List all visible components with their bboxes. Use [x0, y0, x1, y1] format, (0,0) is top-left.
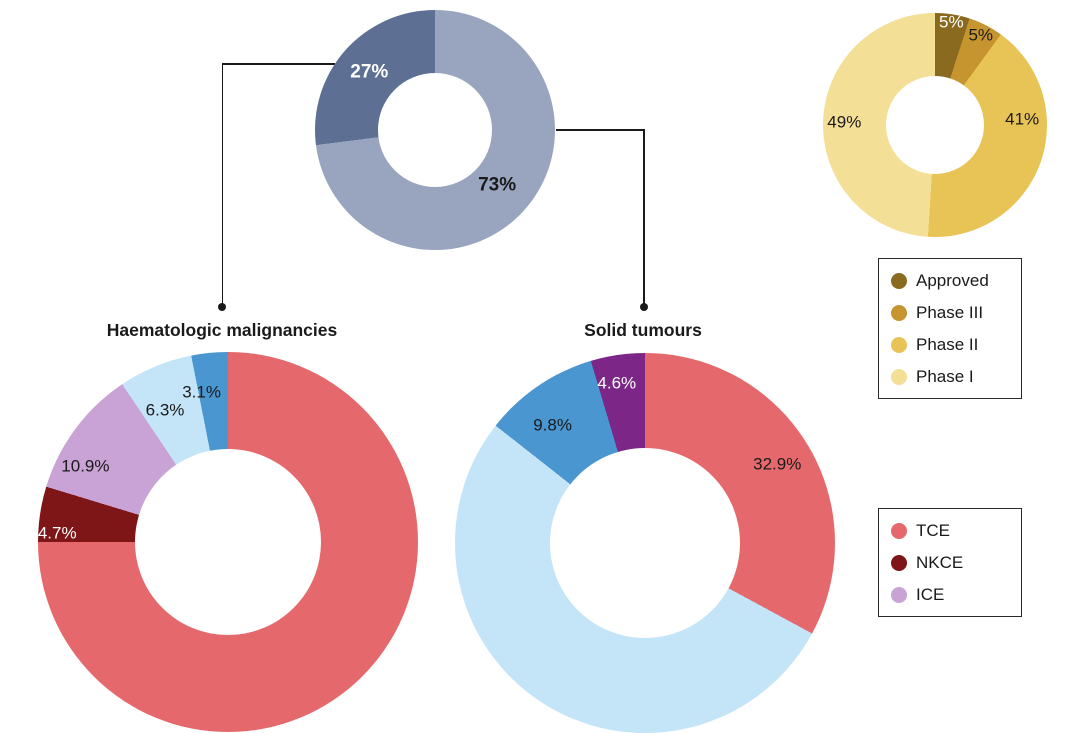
donut-solid-tumours: 32.9% 9.8% 4.6% — [455, 353, 835, 733]
legend-item: NKCE — [891, 549, 1009, 576]
legend-item-label: Phase I — [916, 367, 974, 386]
connector-left-horizontal — [222, 63, 335, 65]
legend-item: Phase II — [891, 331, 1009, 358]
slice-label: 32.9% — [753, 454, 802, 474]
donut-hole — [550, 448, 740, 638]
connector-right-vertical — [643, 129, 645, 304]
legend-swatch-icon — [891, 336, 907, 353]
donut-indication-split: 73% 27% — [315, 10, 555, 250]
legend-item-label: Phase III — [916, 303, 984, 322]
slice-label: 9.8% — [533, 415, 572, 435]
slice-label: 41% — [1005, 109, 1040, 129]
legend-item: ICE — [891, 581, 1009, 608]
legend-item-label: Approved — [916, 271, 989, 290]
legend-item: Approved — [891, 267, 1009, 294]
legend-swatch-icon — [891, 368, 907, 385]
slice-label: 49% — [827, 112, 862, 132]
slice-label: 3.1% — [182, 382, 221, 402]
connector-right-dot — [640, 303, 648, 311]
slice-label: 5% — [938, 12, 964, 32]
figure-canvas: 73% 27% 5% 5% 41% 49% Haematologic malignanc… — [38, 10, 1047, 733]
legend-engager-types: TCE NKCE ICE — [878, 508, 1022, 617]
slice-label: 10.9% — [61, 456, 110, 476]
legend-swatch-icon — [891, 554, 907, 571]
legend-swatch-icon — [891, 272, 907, 289]
slice-label: 4.7% — [37, 523, 77, 543]
solid-tumours-title: Solid tumours — [584, 320, 702, 340]
connector-right-horizontal — [556, 129, 644, 131]
legend-swatch-icon — [891, 522, 907, 539]
donut-haematologic: 4.7% 10.9% 6.3% 3.1% — [38, 352, 418, 732]
legend-swatch-icon — [891, 304, 907, 321]
slice-label: 4.6% — [597, 373, 637, 393]
legend-item-label: ICE — [916, 585, 945, 604]
legend-item-label: NKCE — [916, 553, 964, 572]
donut-phase-split: 5% 5% 41% 49% — [823, 13, 1047, 237]
legend-item: Phase I — [891, 363, 1009, 390]
donut-hole — [134, 448, 322, 636]
legend-item-label: Phase II — [916, 335, 979, 354]
haematologic-title: Haematologic malignancies — [106, 320, 338, 340]
legend-swatch-icon — [891, 586, 907, 603]
slice-label: 5% — [968, 25, 994, 45]
donut-hole — [885, 75, 985, 175]
slice-label: 6.3% — [145, 400, 185, 420]
legend-phases: Approved Phase III Phase II Phase I — [878, 258, 1022, 399]
legend-item-label: TCE — [916, 521, 950, 540]
legend-item: Phase III — [891, 299, 1009, 326]
slice-label: 27% — [350, 61, 389, 83]
connector-left-vertical — [221, 63, 223, 304]
slice-label: 73% — [478, 174, 517, 196]
connector-left-dot — [218, 303, 226, 311]
donut-hole — [378, 73, 492, 187]
legend-item: TCE — [891, 517, 1009, 544]
